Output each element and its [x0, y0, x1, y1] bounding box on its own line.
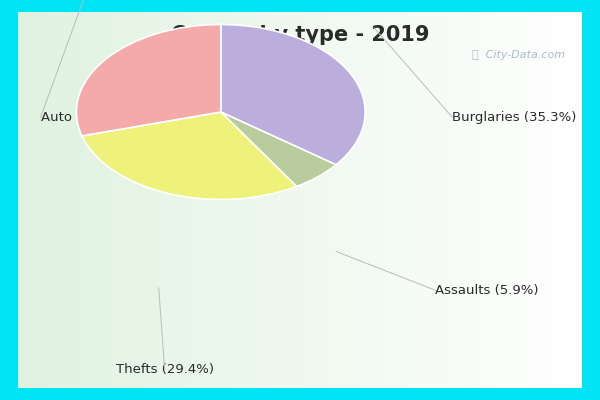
Text: Burglaries (35.3%): Burglaries (35.3%)	[452, 111, 577, 124]
Wedge shape	[221, 24, 365, 165]
Text: Auto thefts (29.4%): Auto thefts (29.4%)	[41, 111, 171, 124]
Text: Crimes by type - 2019: Crimes by type - 2019	[171, 24, 429, 44]
Wedge shape	[82, 112, 296, 200]
Wedge shape	[76, 24, 221, 136]
Text: Assaults (5.9%): Assaults (5.9%)	[436, 284, 539, 297]
Wedge shape	[221, 112, 336, 186]
Text: ⓘ  City-Data.com: ⓘ City-Data.com	[472, 50, 565, 60]
Text: Thefts (29.4%): Thefts (29.4%)	[116, 363, 214, 376]
